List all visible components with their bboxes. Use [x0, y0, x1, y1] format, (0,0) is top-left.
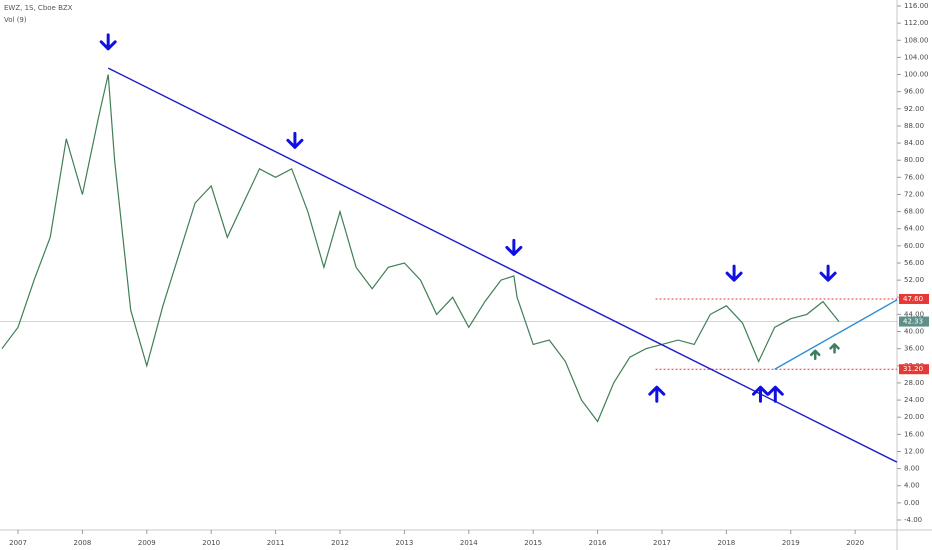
x-tick-label: 2011	[267, 539, 285, 547]
y-tick-label: -4.00	[904, 516, 922, 524]
x-tick-label: 2015	[524, 539, 542, 547]
arrow	[725, 264, 743, 282]
arrow	[751, 385, 769, 403]
y-tick-label: 72.00	[904, 190, 924, 198]
x-tick-label: 2019	[782, 539, 800, 547]
x-tick-label: 2014	[460, 539, 478, 547]
y-tick-label: 36.00	[904, 345, 924, 353]
y-tick-label: 20.00	[904, 413, 924, 421]
x-tick-label: 2007	[9, 539, 27, 547]
y-tick-label: 56.00	[904, 259, 924, 267]
y-tick-label: 8.00	[904, 465, 920, 473]
y-tick-label: 76.00	[904, 173, 924, 181]
y-tick-label: 64.00	[904, 225, 924, 233]
x-tick-label: 2008	[74, 539, 92, 547]
x-tick-label: 2009	[138, 539, 156, 547]
arrow	[99, 33, 117, 51]
y-tick-label: 28.00	[904, 379, 924, 387]
x-tick-label: 2012	[331, 539, 349, 547]
last-price-label: 42.33	[903, 318, 923, 326]
chart-title: EWZ, 1S, Cboe BZX	[4, 4, 73, 12]
x-tick-label: 2018	[717, 539, 735, 547]
trendline	[107, 67, 898, 463]
y-tick-label: 52.00	[904, 276, 924, 284]
arrow	[766, 385, 784, 403]
y-tick-label: 108.00	[904, 36, 929, 44]
y-tick-label: 116.00	[904, 2, 929, 10]
x-tick-label: 2010	[202, 539, 220, 547]
y-tick-label: 100.00	[904, 71, 929, 79]
level-label-box	[899, 293, 929, 304]
y-tick-label: 104.00	[904, 53, 929, 61]
level-label: 31.20	[903, 365, 923, 373]
y-tick-label: 12.00	[904, 447, 924, 455]
arrow	[819, 264, 837, 282]
y-tick-label: 40.00	[904, 328, 924, 336]
y-tick-label: 4.00	[904, 482, 920, 490]
y-tick-label: 80.00	[904, 156, 924, 164]
last-price-box	[899, 316, 929, 327]
x-tick-label: 2013	[395, 539, 413, 547]
y-tick-label: 44.00	[904, 310, 924, 318]
chart-subtitle: Vol (9)	[4, 16, 27, 24]
y-tick-label: 16.00	[904, 430, 924, 438]
y-tick-label: 60.00	[904, 242, 924, 250]
level-label: 47.60	[903, 295, 923, 303]
arrow	[505, 238, 523, 256]
y-tick-label: 0.00	[904, 499, 920, 507]
trendline	[774, 299, 898, 370]
y-tick-label: 24.00	[904, 396, 924, 404]
y-tick-label: 88.00	[904, 122, 924, 130]
arrow	[829, 343, 840, 354]
level-label-box	[899, 364, 929, 375]
x-tick-label: 2017	[653, 539, 671, 547]
x-tick-label: 2016	[589, 539, 607, 547]
y-tick-label: 96.00	[904, 88, 924, 96]
y-tick-label: 112.00	[904, 19, 929, 27]
price-line	[1, 74, 840, 423]
arrow	[648, 385, 666, 403]
x-tick-label: 2020	[846, 539, 864, 547]
y-tick-label: 68.00	[904, 208, 924, 216]
arrow	[286, 131, 304, 149]
y-tick-label: 92.00	[904, 105, 924, 113]
arrow	[809, 349, 821, 361]
y-tick-label: 84.00	[904, 139, 924, 147]
